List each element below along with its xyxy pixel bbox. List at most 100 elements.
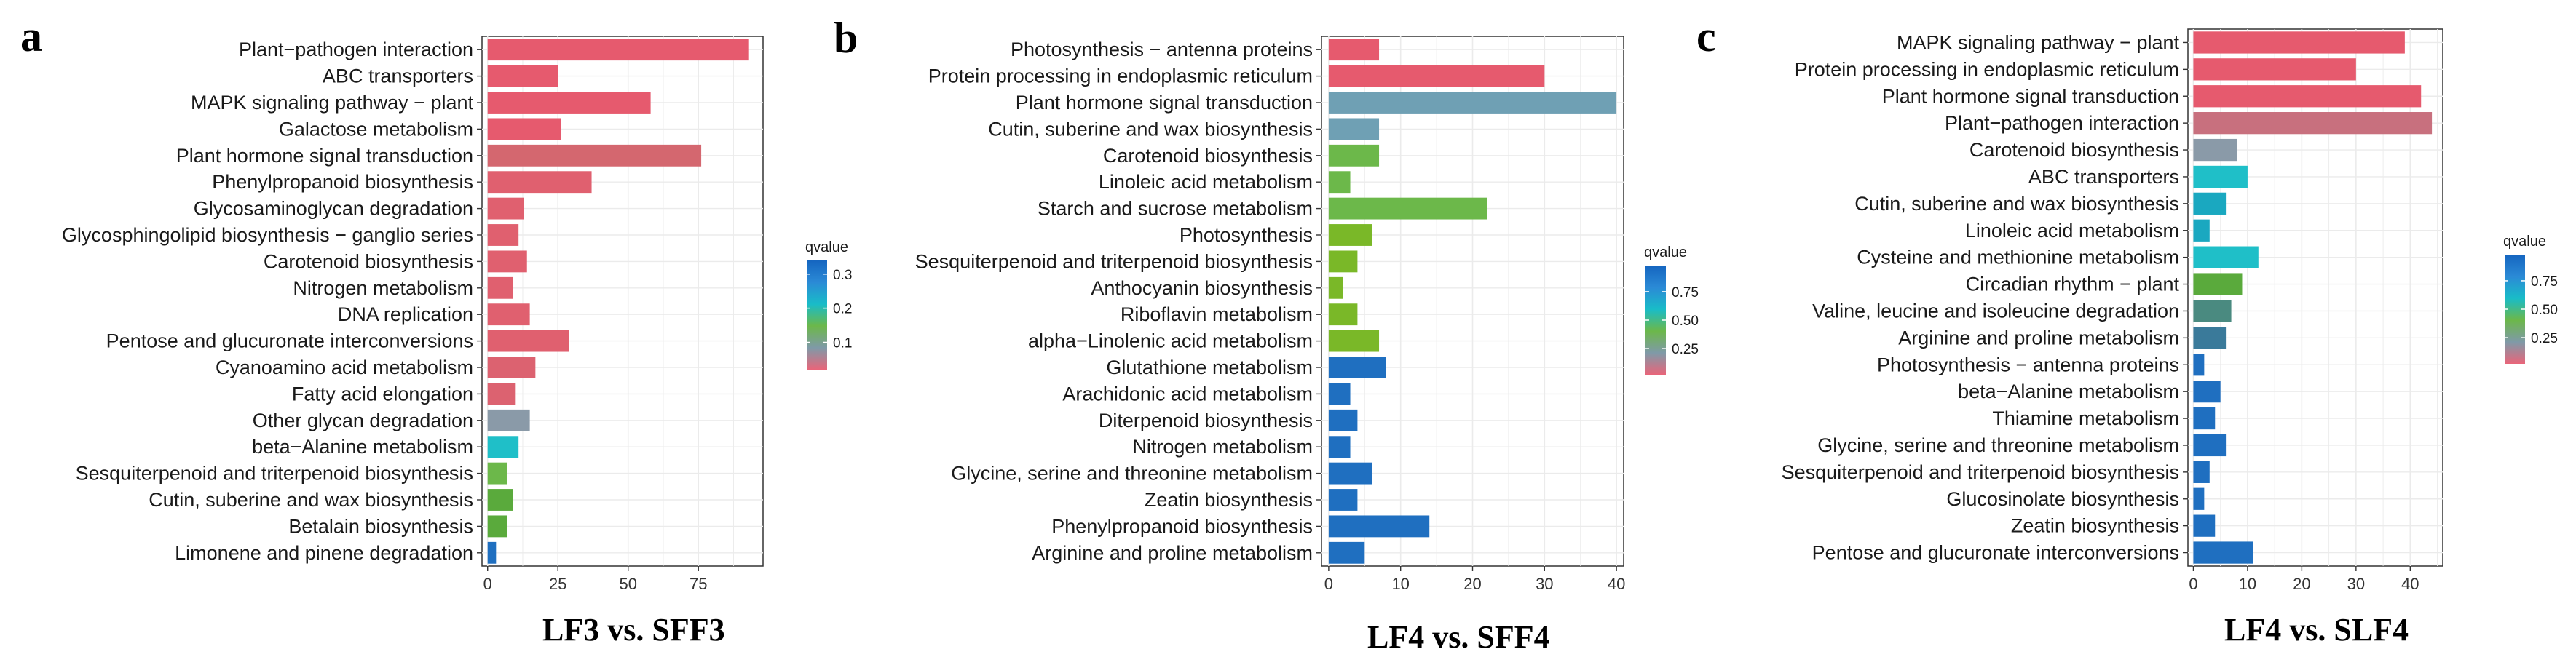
bar (487, 65, 558, 87)
bar (2193, 31, 2405, 54)
category-label: Glutathione metabolism (1106, 357, 1313, 378)
category-label: Cysteine and methionine metabolism (1857, 247, 2179, 268)
bar (2193, 327, 2227, 349)
x-tick-label: 30 (1536, 575, 1553, 593)
bar (2193, 434, 2227, 457)
category-label: Cutin, suberine and wax biosynthesis (149, 489, 473, 511)
bar (487, 118, 561, 140)
bar (487, 489, 513, 511)
x-tick-label: 20 (1463, 575, 1481, 593)
chart-panel-a: a Plant−pathogen interaction ABC transport… (20, 12, 852, 648)
category-label: Nitrogen metabolism (293, 277, 473, 299)
x-tick-label: 0 (2189, 575, 2197, 593)
x-tick-label: 20 (2293, 575, 2310, 593)
bar (487, 303, 530, 326)
x-tick-label: 50 (619, 575, 636, 593)
x-tick-label: 10 (1391, 575, 1409, 593)
category-label: Diterpenoid biosynthesis (1099, 410, 1313, 431)
bar (487, 250, 527, 273)
legend-tick-label: 0.50 (2531, 303, 2558, 318)
x-tick-label: 40 (1608, 575, 1625, 593)
legend-tick-label: 0.50 (1672, 314, 1699, 329)
category-label: Zeatin biosynthesis (2011, 515, 2179, 537)
bar (1328, 357, 1386, 378)
category-label: Photosynthesis (1180, 224, 1313, 246)
legend-colorbar (807, 260, 827, 370)
bar (1328, 489, 1358, 511)
bar (1328, 303, 1358, 326)
category-label: Galactose metabolism (279, 118, 473, 140)
category-label: alpha−Linolenic acid metabolism (1028, 330, 1313, 352)
panel-caption: LF4 vs. SLF4 (2224, 612, 2409, 648)
plot-frame (481, 36, 764, 567)
category-label: Phenylpropanoid biosynthesis (212, 171, 473, 193)
bar (2193, 487, 2205, 510)
bar (2193, 407, 2216, 430)
category-label: Limonene and pinene degradation (175, 542, 473, 564)
category-label: Cutin, suberine and wax biosynthesis (1854, 193, 2179, 215)
bar (487, 357, 536, 378)
category-label: ABC transporters (2028, 166, 2179, 188)
category-label: Betalain biosynthesis (288, 515, 473, 537)
bar (2193, 514, 2216, 537)
bar (487, 39, 749, 61)
category-label: Valine, leucine and isoleucine degradati… (1812, 300, 2179, 322)
bar (1328, 224, 1372, 246)
bar (1328, 171, 1351, 194)
category-label: Cutin, suberine and wax biosynthesis (988, 118, 1313, 140)
bar (1328, 515, 1430, 538)
category-label: Photosynthesis − antenna proteins (1877, 354, 2179, 375)
legend-title: qvalue (2503, 234, 2546, 250)
bar (1328, 197, 1487, 220)
bar (2193, 85, 2422, 108)
legend-tick-label: 0.3 (833, 268, 852, 283)
bar (2193, 192, 2227, 215)
bar (2193, 273, 2243, 295)
category-label: Plant hormone signal transduction (1016, 92, 1313, 114)
category-label: MAPK signaling pathway − plant (191, 92, 473, 114)
plot-frame (2187, 28, 2443, 567)
category-label: Sesquiterpenoid and triterpenoid biosynt… (915, 250, 1313, 272)
bar (2193, 112, 2433, 135)
category-label: Pentose and glucuronate interconversions (106, 330, 473, 352)
x-tick-label: 10 (2239, 575, 2256, 593)
bar (487, 276, 513, 299)
category-label: Glycosaminoglycan degradation (194, 198, 473, 220)
bar (1328, 276, 1343, 299)
category-label: beta−Alanine metabolism (252, 436, 473, 458)
bar (1328, 92, 1617, 114)
category-label: Phenylpropanoid biosynthesis (1051, 515, 1313, 537)
bar (487, 436, 519, 458)
category-label: Carotenoid biosynthesis (1103, 145, 1313, 167)
category-label: Cyanoamino acid metabolism (216, 357, 473, 378)
bar (487, 409, 530, 431)
category-label: Plant−pathogen interaction (1945, 112, 2179, 134)
x-tick-label: 75 (690, 575, 707, 593)
legend-tick-label: 0.1 (833, 336, 852, 351)
bar (487, 92, 651, 114)
panel-letter: a (20, 12, 42, 60)
category-label: Protein processing in endoplasmic reticu… (1795, 58, 2179, 80)
category-label: Linoleic acid metabolism (1965, 220, 2179, 242)
category-label: Photosynthesis − antenna proteins (1011, 39, 1313, 60)
bar (1328, 144, 1380, 167)
bar (1328, 250, 1358, 273)
bar (1328, 436, 1351, 458)
category-label: Arginine and proline metabolism (1032, 542, 1313, 564)
category-label: Sesquiterpenoid and triterpenoid biosynt… (76, 463, 473, 485)
bar (487, 515, 507, 538)
panel-caption: LF4 vs. SFF4 (1367, 619, 1550, 655)
bar (2193, 138, 2237, 162)
chart-panel-c: c MAPK signaling pathway − plant Protein p… (1696, 12, 2558, 648)
category-label: MAPK signaling pathway − plant (1897, 31, 2179, 53)
bar (1328, 409, 1358, 431)
bar (487, 171, 592, 194)
category-label: Carotenoid biosynthesis (1969, 139, 2179, 161)
legend-tick-label: 0.75 (2531, 274, 2558, 290)
bar (487, 462, 507, 485)
category-label: Arachidonic acid metabolism (1062, 383, 1313, 405)
chart-panel-b: b Photosynthesis − antenna proteins Protei… (834, 14, 1699, 655)
category-label: Sesquiterpenoid and triterpenoid biosynt… (1782, 461, 2179, 483)
bar (487, 330, 569, 352)
